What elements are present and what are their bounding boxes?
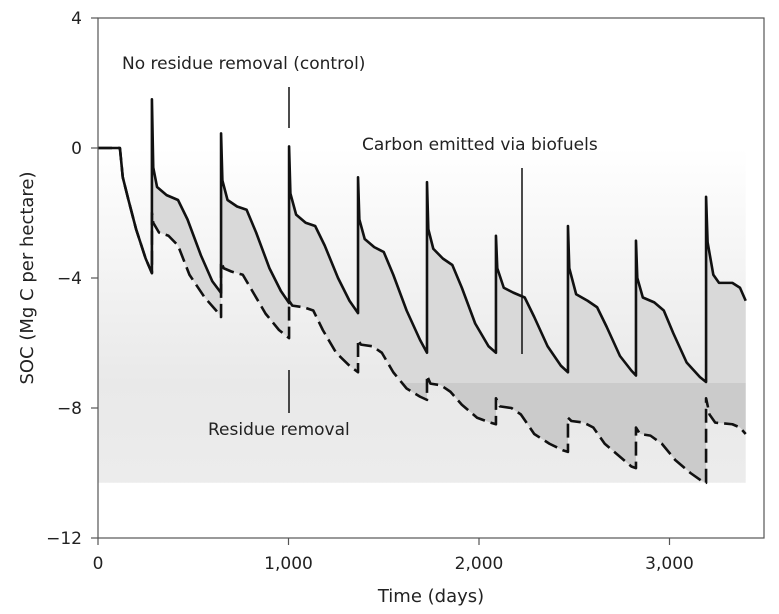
annotation-control: No residue removal (control) [122,54,365,74]
x-tick-label: 1,000 [264,554,313,574]
y-axis-title: SOC (Mg C per hectare) [17,171,38,384]
series-line-removal [98,146,747,485]
y-tick-label: −4 [57,269,82,289]
y-tick-label: 0 [71,139,82,159]
annotation-removal: Residue removal [208,420,350,440]
between-fill-upper [98,99,746,383]
x-tick-label: 2,000 [455,554,504,574]
between-curves-fill [98,99,746,483]
between-fill-lower [402,383,746,483]
series-line-control [98,97,747,384]
y-tick-label: −8 [57,399,82,419]
axis-ticks: 0 1,000 2,000 3,000 4 0 −4 −8 −12 [46,9,694,574]
series-layer [98,97,747,485]
x-tick-label: 0 [93,554,104,574]
x-axis-title: Time (days) [377,586,484,607]
y-tick-label: 4 [71,9,82,29]
y-tick-label: −12 [46,529,82,549]
x-tick-label: 3,000 [645,554,694,574]
annotation-emitted: Carbon emitted via biofuels [362,135,598,155]
